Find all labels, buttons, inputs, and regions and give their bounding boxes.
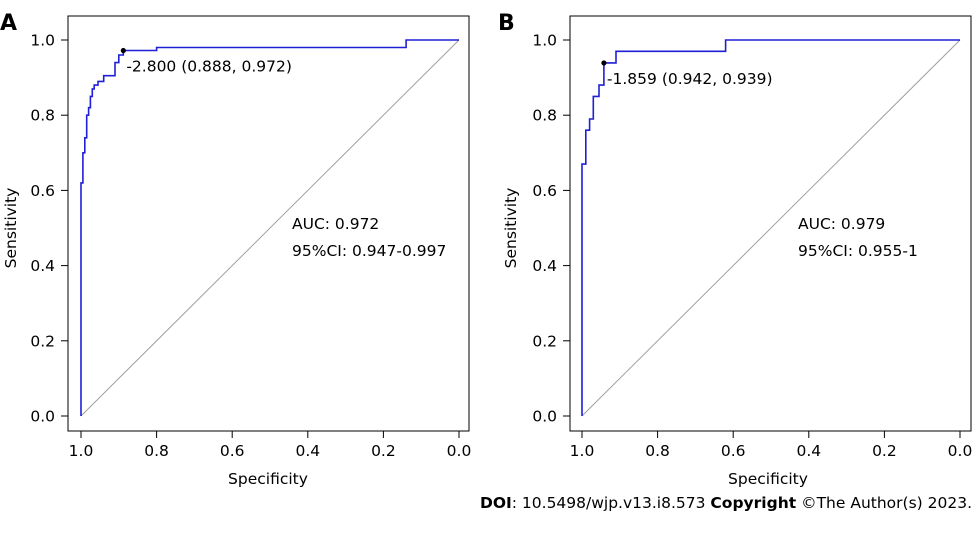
panel-a-y-tick-label: 1.0 (30, 32, 55, 50)
panel-b-cutoff-point (601, 60, 607, 66)
panel-a-y-tick-label: 0.8 (30, 107, 55, 125)
panel-a-reference-line (80, 39, 460, 417)
panel-b-y-tick-label: 0.0 (532, 408, 557, 426)
copyright-label: Copyright (710, 494, 797, 512)
panel-a-axes: 1.0 0.8 0.6 0.4 0.2 0.0 0.0 0.2 0.4 0.6 0.8 1.0 (30, 32, 471, 461)
panel-b-y-tick-label: 0.2 (532, 332, 557, 350)
panel-b-letter: B (498, 11, 515, 36)
panel-b-x-tick-label: 0.6 (721, 442, 746, 460)
panel-b-x-tick-label: 0.4 (796, 442, 821, 460)
doi-value: : 10.5498/wjp.v13.i8.573 (511, 494, 711, 512)
panel-b: B 1.0 0.8 0.6 0.4 0.2 0.0 0.0 0.2 0.4 0.6 0.8 1.0 -… (498, 11, 972, 488)
panel-b-y-tick-label: 0.8 (532, 107, 557, 125)
panel-b-cutoff-label: -1.859 (0.942, 0.939) (607, 70, 773, 88)
panel-a-x-tick-label: 0.6 (220, 442, 245, 460)
panel-a-y-tick-label: 0.6 (30, 182, 55, 200)
panel-a-y-tick-label: 0.2 (30, 332, 55, 350)
panel-b-y-axis-title: Sensitivity (502, 188, 520, 269)
panel-a-x-axis-title: Specificity (228, 470, 308, 488)
panel-b-plot-frame (569, 15, 972, 432)
panel-a-cutoff-point (120, 47, 126, 54)
panel-b-x-axis-title: Specificity (728, 470, 808, 488)
panel-b-auc-label: AUC: 0.979 (798, 215, 885, 233)
doi-label: DOI (479, 494, 512, 512)
panel-a-y-tick-label: 0.4 (30, 257, 55, 275)
panel-b-x-tick-label: 0.8 (645, 442, 670, 460)
panel-b-y-tick-label: 0.6 (532, 182, 557, 200)
panel-a-roc-curve (80, 39, 459, 416)
panel-a-y-tick-label: 0.0 (30, 408, 55, 426)
panel-b-x-tick-label: 0.0 (948, 442, 973, 460)
copyright-value: ©The Author(s) 2023. (796, 494, 972, 512)
panel-a-x-tick-label: 0.4 (295, 442, 320, 460)
panel-b-reference-line (581, 39, 961, 417)
panel-b-y-tick-label: 1.0 (532, 32, 557, 50)
panel-a-plot-frame (67, 15, 470, 432)
panel-a-x-tick-label: 1.0 (69, 442, 94, 460)
panel-a-x-tick-label: 0.8 (144, 442, 169, 460)
panel-b-x-tick-label: 0.2 (872, 442, 897, 460)
panel-b-y-tick-label: 0.4 (532, 257, 557, 275)
panel-a-x-tick-label: 0.0 (447, 442, 472, 460)
citation-footer: DOI: 10.5498/wjp.v13.i8.573 Copyright ©T… (480, 494, 972, 512)
panel-a-cutoff-label: -2.800 (0.888, 0.972) (126, 58, 292, 76)
panel-b-roc-line (581, 39, 960, 416)
panel-b-ci-label: 95%CI: 0.955-1 (798, 242, 918, 260)
panel-b-axes: 1.0 0.8 0.6 0.4 0.2 0.0 0.0 0.2 0.4 0.6 0.8 1.0 (532, 32, 972, 461)
panel-b-x-tick-label: 1.0 (570, 442, 595, 460)
panel-a-x-tick-label: 0.2 (371, 442, 396, 460)
panel-a: A 1.0 0.8 0.6 0.4 0.2 0.0 0.0 0.2 0.4 0.6 0.8 1.0 -… (0, 11, 471, 488)
panel-b-roc-curve (581, 39, 960, 416)
panel-a-auc-label: AUC: 0.972 (292, 215, 379, 233)
panel-a-diagonal-line (80, 39, 460, 417)
panel-a-ci-label: 95%CI: 0.947-0.997 (292, 242, 446, 260)
panel-a-letter: A (0, 11, 17, 36)
panel-b-diagonal-line (581, 39, 961, 417)
panel-a-y-axis-title: Sensitivity (2, 188, 20, 269)
